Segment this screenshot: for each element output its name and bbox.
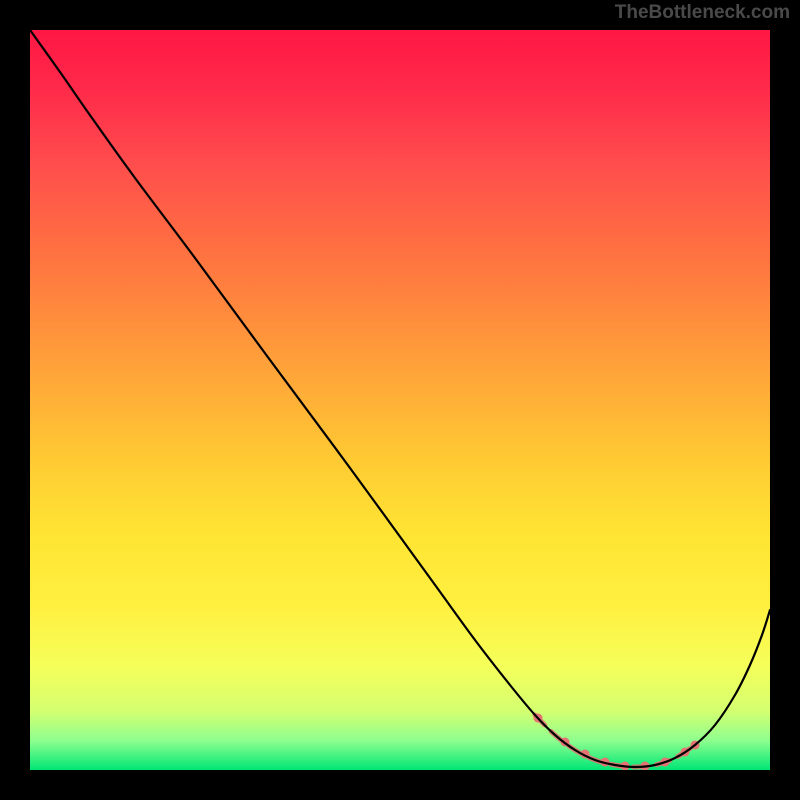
chart-svg (30, 30, 770, 770)
chart-container: TheBottleneck.com (0, 0, 800, 800)
gradient-background (30, 30, 770, 770)
plot-area (30, 30, 770, 770)
watermark-text: TheBottleneck.com (615, 2, 790, 24)
